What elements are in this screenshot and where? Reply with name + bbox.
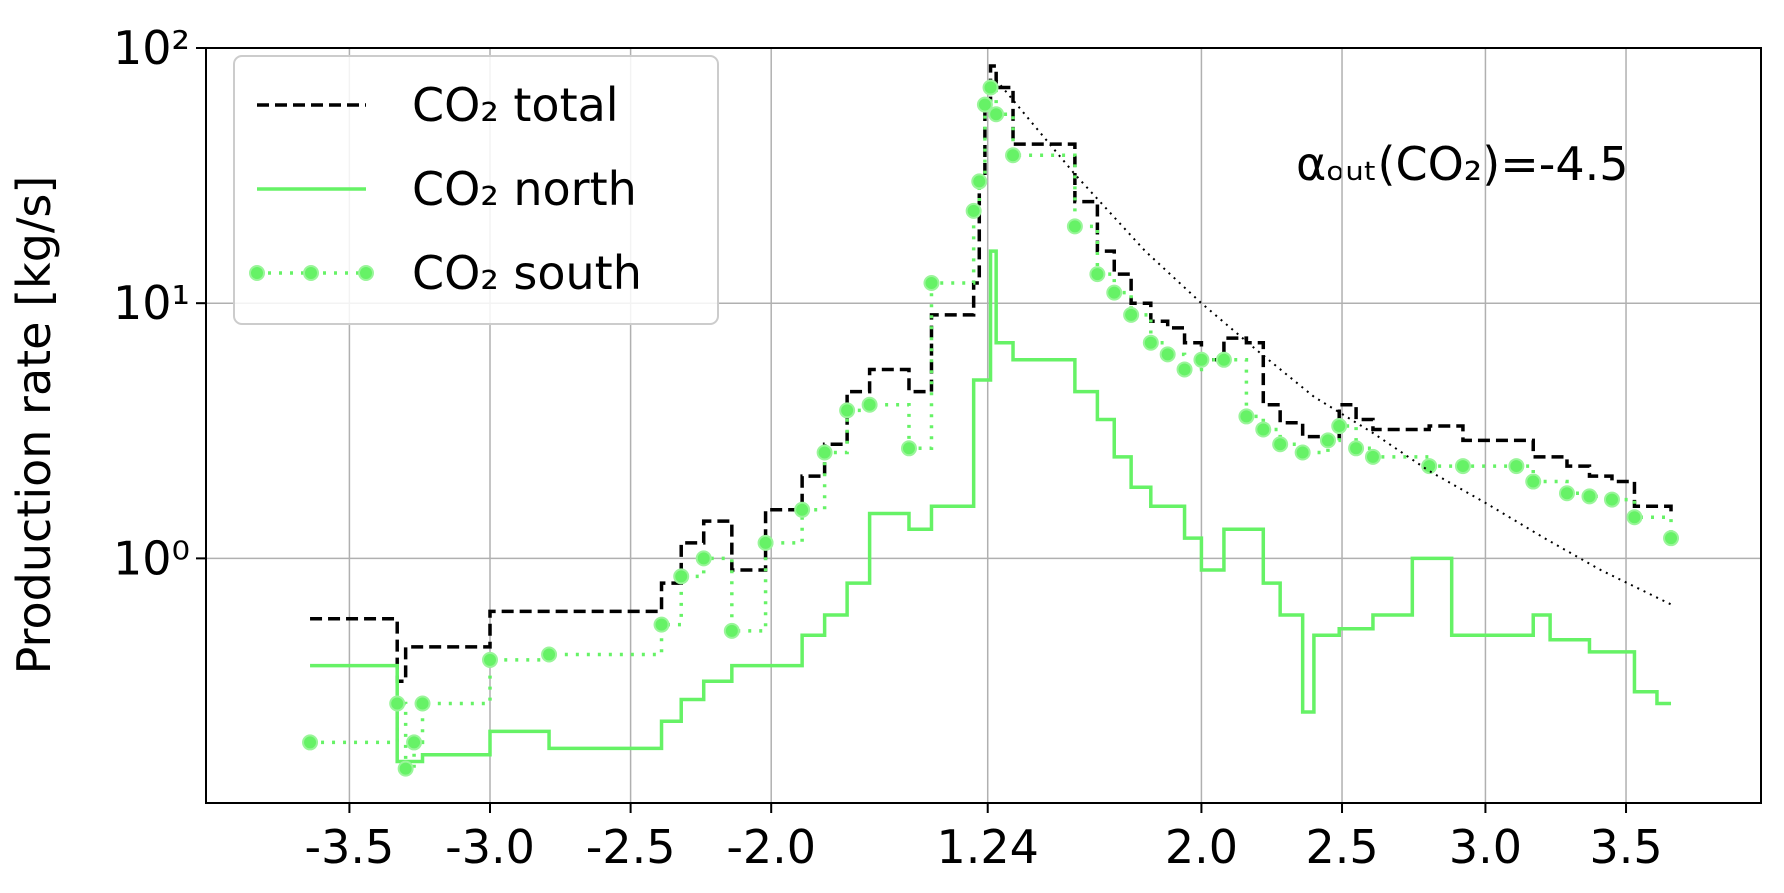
- marker: [1626, 509, 1643, 526]
- marker: [1525, 473, 1542, 490]
- marker: [1348, 440, 1365, 457]
- marker: [1159, 346, 1176, 363]
- marker: [1294, 444, 1311, 461]
- marker: [1454, 458, 1471, 475]
- legend: CO₂ total CO₂ north CO₂ south: [233, 55, 719, 325]
- marker: [900, 440, 917, 457]
- marker: [1142, 334, 1159, 351]
- x-tick-label: -3.5: [305, 820, 395, 874]
- marker: [816, 444, 833, 461]
- y-axis-label: Production rate [kg/s]: [7, 176, 61, 675]
- marker: [541, 646, 558, 663]
- marker: [389, 695, 406, 712]
- legend-label: CO₂ total: [412, 78, 619, 132]
- marker: [723, 622, 740, 639]
- marker: [794, 501, 811, 518]
- marker: [1364, 448, 1381, 465]
- marker: [982, 79, 999, 96]
- marker: [1319, 432, 1336, 449]
- x-tick-label: 2.5: [1305, 820, 1378, 874]
- step-line: [310, 85, 1673, 771]
- marker: [1558, 485, 1575, 502]
- marker: [1089, 266, 1106, 283]
- x-tick-label: 2.0: [1165, 820, 1238, 874]
- marker: [1193, 351, 1210, 368]
- legend-label: CO₂ north: [412, 162, 637, 216]
- y-tick-label: 10⁰: [113, 531, 190, 585]
- marker: [1176, 361, 1193, 378]
- marker: [923, 274, 940, 291]
- x-tick-label: 3.5: [1589, 820, 1662, 874]
- marker: [1106, 284, 1123, 301]
- marker: [673, 568, 690, 585]
- marker: [965, 202, 982, 219]
- x-tick-label: -3.0: [445, 820, 535, 874]
- marker: [1238, 408, 1255, 425]
- marker: [1272, 436, 1289, 453]
- marker: [1255, 421, 1272, 438]
- marker: [1508, 458, 1525, 475]
- marker: [861, 396, 878, 413]
- marker: [976, 96, 993, 113]
- marker: [653, 616, 670, 633]
- marker: [1603, 491, 1620, 508]
- x-tick-label: -2.5: [586, 820, 676, 874]
- y-tick-label: 10²: [113, 21, 190, 75]
- marker: [414, 695, 431, 712]
- legend-marker: [358, 265, 374, 281]
- marker: [406, 734, 423, 751]
- marker: [1663, 530, 1680, 547]
- marker: [1066, 218, 1083, 235]
- x-tick-label: 1.24: [937, 820, 1039, 874]
- marker: [757, 534, 774, 551]
- marker: [695, 550, 712, 567]
- legend-marker: [303, 265, 319, 281]
- marker: [1331, 418, 1348, 435]
- fit-line: [995, 79, 1672, 606]
- legend-box: [233, 55, 719, 325]
- step-line: [310, 249, 1672, 764]
- marker: [482, 651, 499, 668]
- x-tick-label: 3.0: [1449, 820, 1522, 874]
- marker: [1123, 306, 1140, 323]
- legend-label: CO₂ south: [412, 246, 642, 300]
- marker: [1581, 488, 1598, 505]
- plot-frame: [205, 47, 1762, 804]
- marker: [1215, 351, 1232, 368]
- marker: [988, 106, 1005, 123]
- annotation: αₒᵤₜ(CO₂)=-4.5: [1296, 137, 1629, 191]
- marker: [971, 173, 988, 190]
- marker: [1421, 458, 1438, 475]
- y-tick-label: 10¹: [113, 276, 190, 330]
- step-line: [310, 64, 1673, 683]
- legend-marker: [249, 265, 265, 281]
- marker: [302, 734, 319, 751]
- marker: [1005, 147, 1022, 164]
- x-tick-label: -2.0: [726, 820, 816, 874]
- marker: [397, 760, 414, 777]
- marker: [839, 402, 856, 419]
